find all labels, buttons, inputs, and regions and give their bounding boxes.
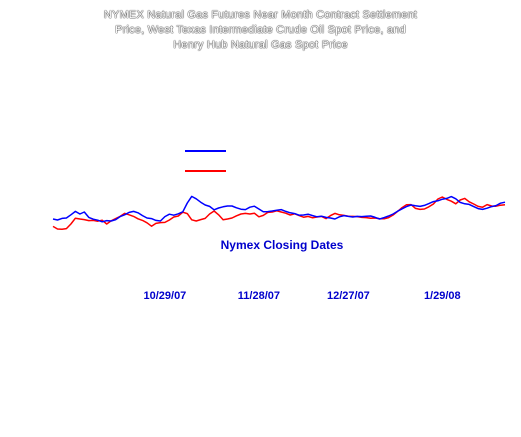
series-layer — [52, 195, 506, 230]
red-series-line — [52, 196, 506, 230]
title-line-2: Price, West Texas Intermediate Crude Oil… — [115, 24, 406, 36]
x-axis-label: Nymex Closing Dates — [221, 238, 344, 252]
x-tick-label: 10/29/07 — [143, 290, 186, 302]
chart-title: NYMEX Natural Gas Futures Near Month Con… — [0, 8, 521, 53]
x-axis-ticks: 10/29/07 11/28/07 12/27/07 1/29/08 — [143, 290, 460, 302]
x-tick-label: 1/29/08 — [424, 290, 461, 302]
blue-series-line — [52, 195, 506, 223]
x-tick-label: 12/27/07 — [327, 290, 370, 302]
title-line-1: NYMEX Natural Gas Futures Near Month Con… — [103, 9, 418, 21]
title-line-3: Henry Hub Natural Gas Spot Price — [173, 39, 348, 51]
x-tick-label: 11/28/07 — [238, 290, 280, 302]
legend — [185, 150, 226, 172]
